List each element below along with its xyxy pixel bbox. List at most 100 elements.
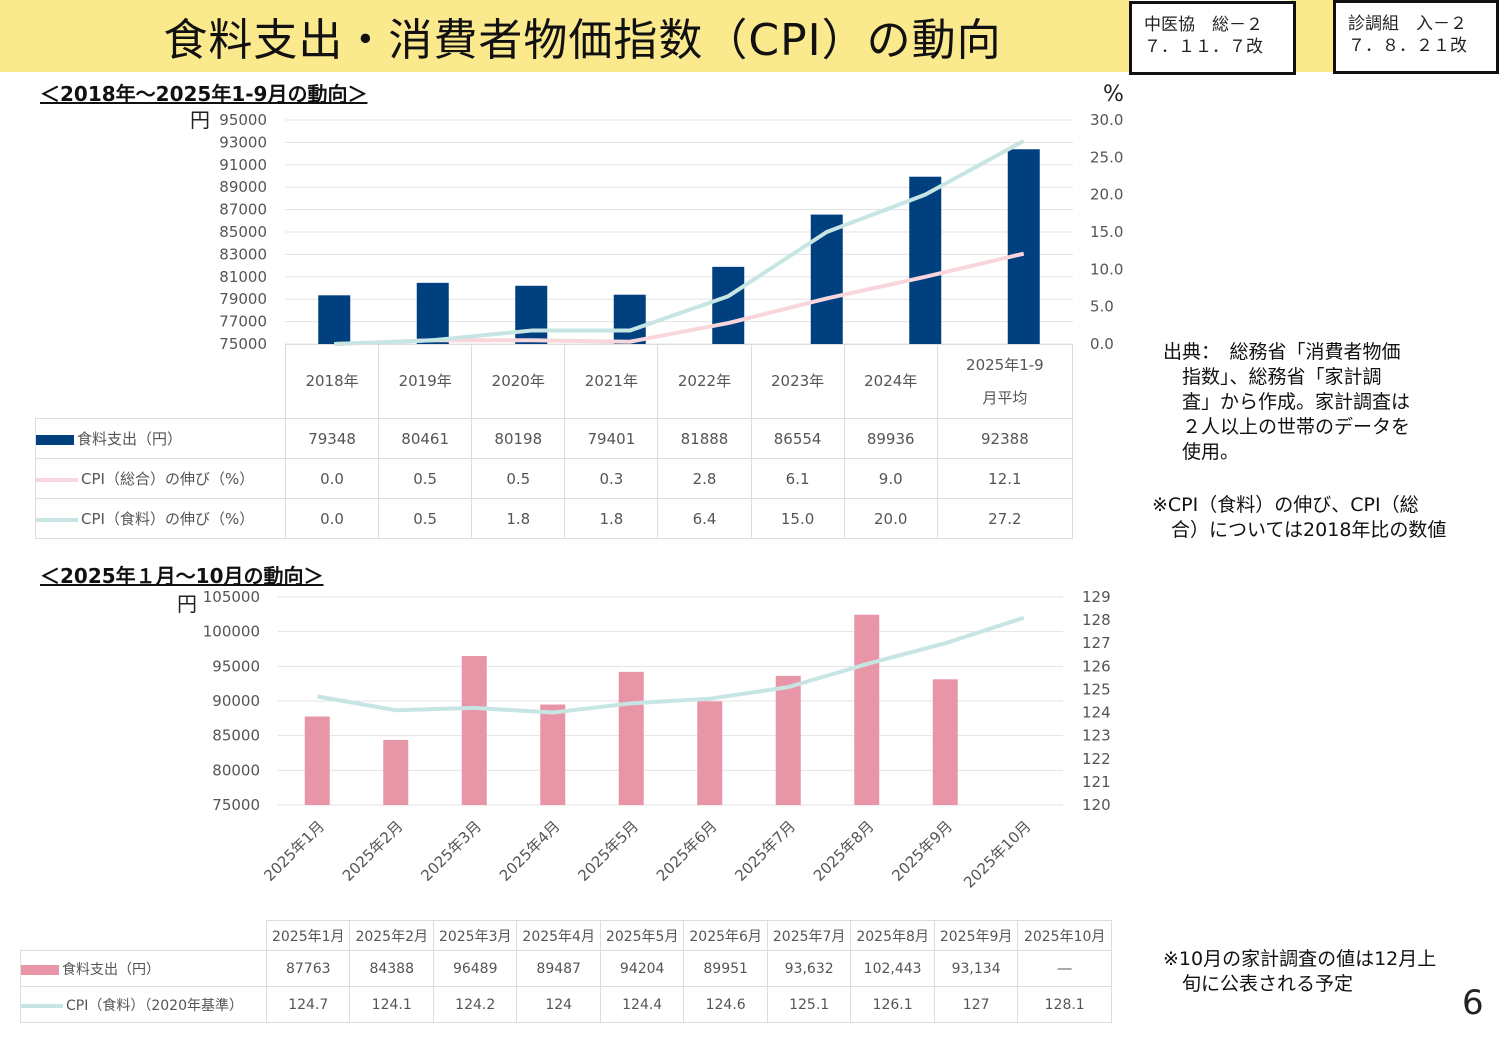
table-cell: 89951 — [683, 950, 768, 987]
table-cell: 124.4 — [599, 986, 685, 1023]
column-header: 2018年 — [284, 344, 380, 419]
bar-2021年 — [613, 294, 646, 344]
x-tick-label: 2025年4月 — [496, 817, 564, 885]
y2-tick-label: 129 — [1082, 588, 1111, 606]
table-cell: 0.5 — [378, 498, 473, 539]
column-header: 2025年2月 — [349, 920, 434, 951]
y-tick-label: 105000 — [203, 588, 260, 606]
table-cell: 124.6 — [683, 986, 768, 1023]
legend-swatch — [36, 434, 74, 445]
table-cell: 126.1 — [850, 986, 935, 1023]
legend-label: CPI（食料）の伸び（%） — [81, 510, 255, 528]
table-cell: 9.0 — [843, 458, 938, 499]
y-tick-label: 85000 — [219, 223, 267, 241]
legend-entry: 食料支出（円） — [35, 418, 286, 459]
legend-entry: CPI（総合）の伸び（%） — [35, 458, 286, 499]
bar-2025年9月 — [932, 679, 958, 805]
legend-label: CPI（総合）の伸び（%） — [81, 470, 255, 488]
table-cell: 2.8 — [657, 458, 752, 499]
column-header: 2022年 — [657, 344, 752, 419]
y-tick-label: 91000 — [219, 156, 267, 174]
table-cell: 93,134 — [933, 950, 1019, 987]
october-note: ※10月の家計調査の値は12月上 旬に公表される予定 — [1163, 948, 1437, 995]
column-header: 2025年5月 — [599, 920, 685, 951]
bar-2025年8月 — [854, 614, 880, 805]
table-cell: 127 — [933, 986, 1019, 1023]
stamp-line: 診調組 入－２ — [1348, 14, 1467, 34]
column-header: 2025年3月 — [432, 920, 518, 951]
table-cell: 124.7 — [265, 986, 351, 1023]
table-cell: 20.0 — [843, 498, 938, 539]
table-cell: 80198 — [471, 418, 566, 459]
bar-2022年 — [712, 266, 745, 344]
x-tick-label: 2025年1月 — [260, 817, 328, 885]
bar-2025年2月 — [383, 739, 409, 805]
table-cell: 27.2 — [936, 498, 1074, 539]
table-cell: 125.1 — [766, 986, 852, 1023]
x-tick-label: 2025年10月 — [960, 817, 1034, 891]
y2-tick-label: 15.0 — [1090, 223, 1123, 241]
column-header: 2025年9月 — [933, 920, 1019, 951]
table-cell: 84388 — [349, 950, 434, 987]
table-cell: 124.1 — [349, 986, 434, 1023]
x-tick-label: 2025年9月 — [888, 817, 956, 885]
y-tick-label: 83000 — [219, 245, 267, 263]
y2-tick-label: 5.0 — [1090, 298, 1114, 316]
column-header: 2025年1-9 月平均 — [936, 344, 1074, 419]
x-tick-label: 2025年6月 — [653, 817, 721, 885]
y-tick-label: 93000 — [219, 133, 267, 151]
page-number: 6 — [1462, 983, 1484, 1023]
y2-tick-label: 30.0 — [1090, 111, 1123, 129]
table-cell: 0.3 — [564, 458, 659, 499]
legend-swatch — [21, 964, 59, 975]
table-cell: 92388 — [936, 418, 1074, 459]
table-cell: 79401 — [564, 418, 659, 459]
y2-tick-label: 123 — [1082, 727, 1111, 745]
table-cell: 12.1 — [936, 458, 1074, 499]
y2-tick-label: 10.0 — [1090, 260, 1123, 278]
column-header: 2019年 — [378, 344, 473, 419]
stamp-chuikyo: 中医協 総－２ ７．１１．７改 — [1129, 1, 1296, 75]
y-tick-label: 95000 — [212, 657, 260, 675]
legend-swatch — [36, 517, 78, 522]
y-tick-label: 75000 — [212, 796, 260, 814]
table-cell: 89936 — [843, 418, 938, 459]
bar-2025年1-9 月平均 — [1007, 149, 1040, 344]
y-tick-label: 100000 — [203, 623, 260, 641]
bar-2025年5月 — [618, 671, 644, 805]
table-cell: ― — [1017, 950, 1112, 987]
y-tick-label: 79000 — [219, 290, 267, 308]
table-cell: 87763 — [265, 950, 351, 987]
line-series-2 — [334, 139, 1025, 346]
section-title-annual: ＜2018年～2025年1-9月の動向＞ — [40, 82, 368, 106]
y2-tick-label: 125 — [1082, 680, 1111, 698]
column-header: 2025年4月 — [516, 920, 601, 951]
bar-2025年4月 — [540, 704, 566, 805]
y-tick-label: 80000 — [212, 761, 260, 779]
y2-tick-label: 126 — [1082, 657, 1111, 675]
table-cell: 93,632 — [766, 950, 852, 987]
table-cell: 96489 — [432, 950, 518, 987]
y-tick-label: 85000 — [212, 727, 260, 745]
column-header: 2024年 — [843, 344, 938, 419]
bar-2025年3月 — [461, 656, 487, 805]
left-unit-monthly: 円 — [177, 592, 197, 616]
y-tick-label: 87000 — [219, 201, 267, 219]
x-tick-label: 2025年2月 — [339, 817, 407, 885]
bar-2025年1月 — [304, 716, 330, 805]
table-cell: 86554 — [750, 418, 845, 459]
table-cell: 1.8 — [564, 498, 659, 539]
x-tick-label: 2025年5月 — [574, 817, 642, 885]
table-cell: 6.4 — [657, 498, 752, 539]
bar-2019年 — [416, 282, 449, 344]
bar-2025年7月 — [775, 675, 801, 805]
annual-data-table: 2018年 2019年 2020年 2021年 2022年 2023年 2024年 2025年… — [35, 344, 1074, 539]
legend-swatch — [21, 1003, 63, 1008]
column-header: 2020年 — [471, 344, 566, 419]
source-note: 出典： 総務省「消費者物価 指数」、総務省「家計調 査」から作成。家計調査は ２… — [1163, 341, 1411, 463]
table-cell: 0.5 — [471, 458, 566, 499]
y2-tick-label: 128 — [1082, 611, 1111, 629]
right-unit-annual: % — [1103, 82, 1124, 107]
x-tick-label: 2025年8月 — [810, 817, 878, 885]
left-unit-annual: 円 — [190, 108, 210, 132]
